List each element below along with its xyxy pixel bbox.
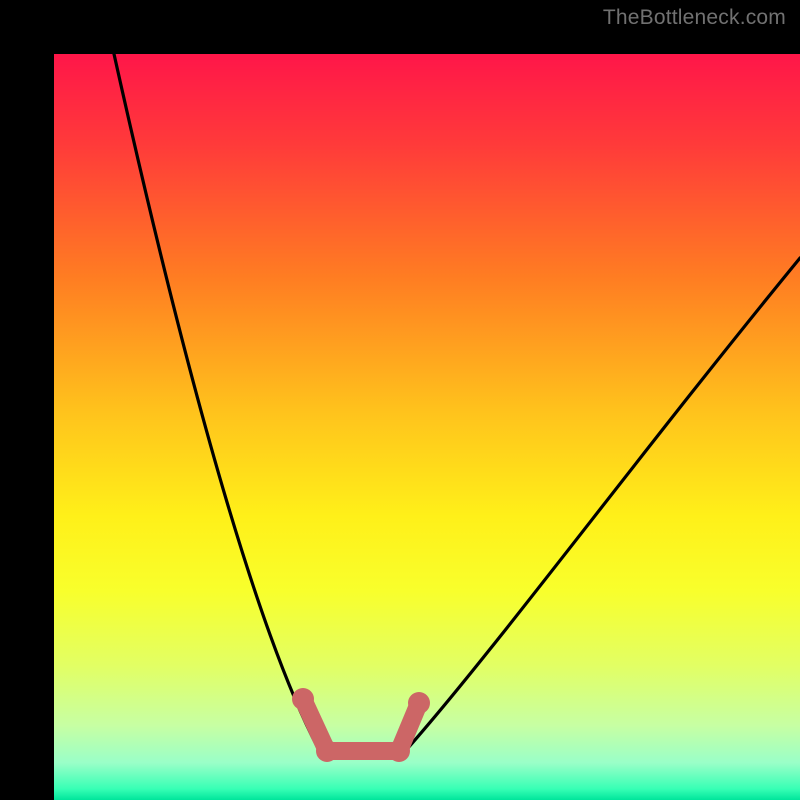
valley-marker-cap-bl <box>316 740 338 762</box>
valley-marker-cap-right <box>408 692 430 714</box>
valley-marker-cap-br <box>388 740 410 762</box>
valley-marker-cap-left <box>292 688 314 710</box>
gradient-background <box>54 54 800 800</box>
plot-area <box>27 27 773 773</box>
outer-frame: TheBottleneck.com <box>0 0 800 800</box>
watermark-text: TheBottleneck.com <box>603 6 786 30</box>
chart-svg <box>27 27 800 800</box>
